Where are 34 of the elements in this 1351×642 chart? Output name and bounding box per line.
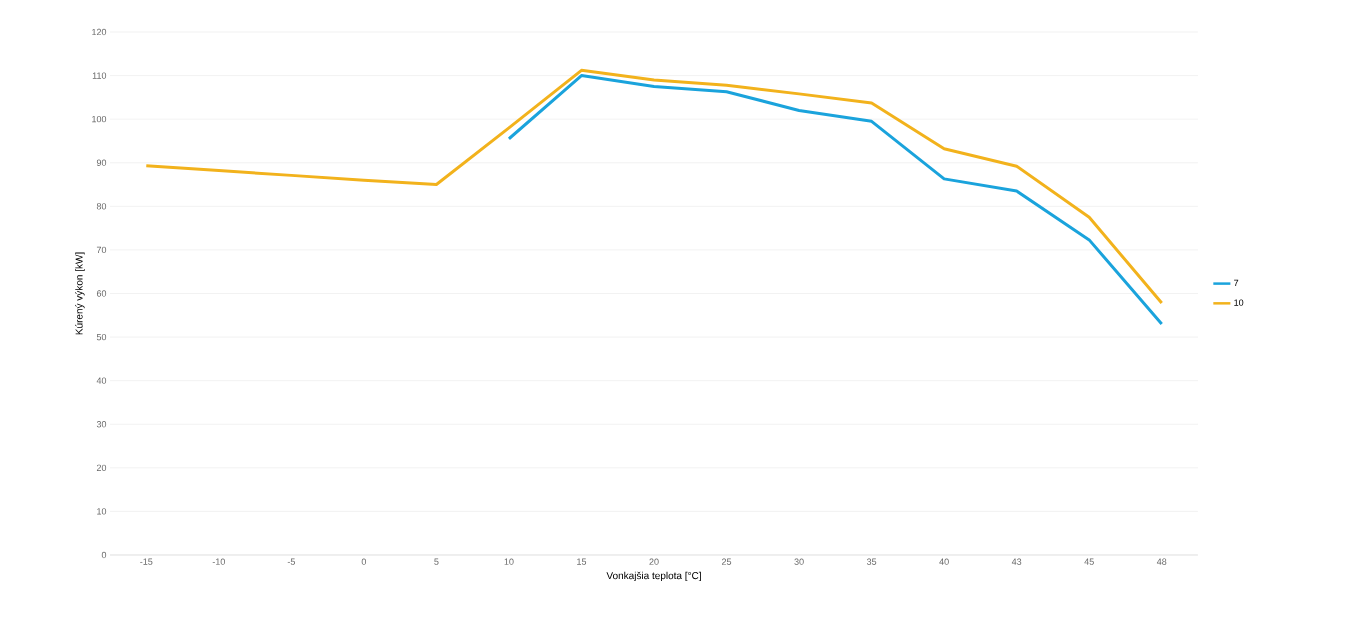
x-tick-label: 25 bbox=[721, 558, 732, 565]
y-tick-label: 60 bbox=[96, 290, 107, 297]
y-tick-label: 30 bbox=[96, 421, 107, 428]
x-tick-label: 35 bbox=[866, 558, 877, 565]
x-tick-label: 30 bbox=[794, 558, 804, 565]
x-tick-label: 5 bbox=[434, 558, 439, 565]
x-axis-title: Vonkajšia teplota [°C] bbox=[606, 571, 701, 582]
x-tick-label: 20 bbox=[649, 558, 659, 565]
line-series bbox=[507, 74, 1164, 326]
y-tick-label: 70 bbox=[96, 246, 107, 254]
x-tick-label: 15 bbox=[577, 558, 587, 565]
x-tick-label: -5 bbox=[287, 558, 295, 565]
y-tick-label: 20 bbox=[96, 464, 107, 472]
x-tick-label: -15 bbox=[140, 558, 153, 565]
x-tick-label: 48 bbox=[1156, 558, 1167, 565]
y-tick-label: 90 bbox=[96, 159, 107, 166]
legend-label: 10 bbox=[1234, 299, 1244, 306]
y-axis-title: Kúrený výkon [kW] bbox=[75, 252, 85, 335]
y-tick-label: 110 bbox=[92, 72, 107, 79]
y-tick-label: 0 bbox=[101, 551, 107, 559]
line-series bbox=[144, 68, 1164, 305]
y-tick-label: 80 bbox=[96, 203, 107, 210]
x-tick-label: 0 bbox=[361, 558, 367, 565]
y-tick-label: 40 bbox=[96, 377, 107, 384]
x-tick-label: -10 bbox=[212, 558, 225, 565]
y-tick-label: 50 bbox=[96, 333, 107, 341]
x-tick-label: 40 bbox=[939, 558, 949, 565]
y-tick-label: 120 bbox=[92, 28, 107, 36]
x-tick-label: 43 bbox=[1011, 558, 1022, 565]
legend-label: 7 bbox=[1234, 279, 1239, 286]
y-tick-label: 10 bbox=[97, 508, 107, 515]
x-tick-label: 45 bbox=[1084, 558, 1094, 565]
y-tick-label: 100 bbox=[92, 115, 107, 123]
x-tick-label: 10 bbox=[504, 558, 514, 565]
